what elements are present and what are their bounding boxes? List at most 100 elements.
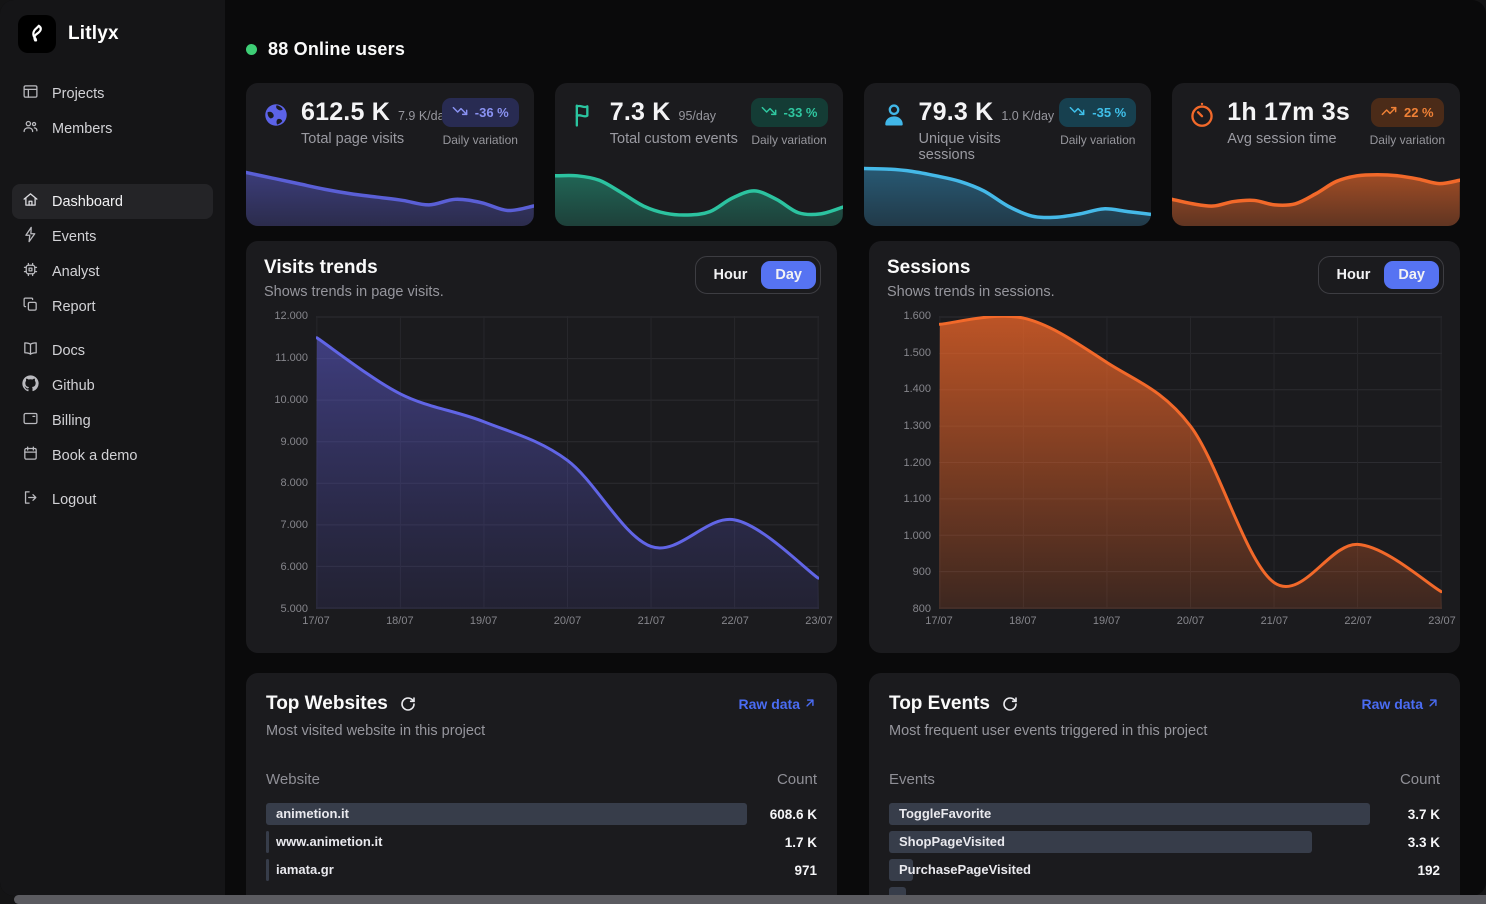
arrow-up-right-icon: [1426, 696, 1440, 713]
nav-group-bottom: Logout: [12, 482, 213, 517]
brand-name: Litlyx: [68, 23, 119, 45]
y-axis-labels: 1.6001.5001.4001.3001.2001.1001.00090080…: [887, 316, 931, 609]
sidebar-item-label: Logout: [52, 492, 96, 508]
stat-cards-row: 612.5 K 7.9 K/day Total page visits -36 …: [246, 83, 1460, 226]
sidebar-item-github[interactable]: Github: [12, 368, 213, 403]
stat-label: Unique visits sessions: [919, 131, 1054, 163]
sidebar-item-billing[interactable]: Billing: [12, 403, 213, 438]
app-window: Litlyx Projects Members Dashboard Events: [0, 0, 1486, 896]
sidebar-item-events[interactable]: Events: [12, 219, 213, 254]
daily-variation-badge: 22 %: [1371, 98, 1444, 127]
sidebar-item-report[interactable]: Report: [12, 289, 213, 324]
toggle-day-button[interactable]: Day: [1384, 261, 1439, 289]
book-icon: [22, 340, 39, 361]
trending-down-icon: [1069, 103, 1085, 122]
sparkline-chart: [1172, 160, 1460, 226]
column-header-count: Count: [1400, 771, 1440, 791]
column-header-count: Count: [777, 771, 817, 791]
sidebar-item-docs[interactable]: Docs: [12, 333, 213, 368]
sidebar-item-dashboard[interactable]: Dashboard: [12, 184, 213, 219]
calendar-icon: [22, 445, 39, 466]
daily-variation-caption: Daily variation: [1370, 133, 1445, 147]
online-status-dot: [246, 44, 257, 55]
sidebar-item-logout[interactable]: Logout: [12, 482, 213, 517]
table-row: ToggleFavorite 3.7 K: [889, 803, 1440, 825]
toggle-hour-button[interactable]: Hour: [1323, 261, 1385, 289]
daily-variation-badge: -33 %: [751, 98, 828, 127]
sparkline-chart: [246, 160, 534, 226]
timer-icon: [1188, 101, 1216, 134]
person-icon: [880, 101, 908, 134]
nav-group-main: Dashboard Events Analyst Report: [12, 184, 213, 324]
table-row: ShopPageVisited 3.3 K: [889, 831, 1440, 853]
row-count: 1.7 K: [747, 835, 817, 850]
lightning-icon: [22, 226, 39, 247]
nav-group-top: Projects Members: [12, 76, 213, 146]
main-content: 88 Online users 612.5 K 7.9 K/day Total …: [225, 0, 1486, 896]
sidebar-item-book-a-demo[interactable]: Book a demo: [12, 438, 213, 473]
table-title: Top Events: [889, 693, 990, 715]
nav-group-links: Docs Github Billing Book a demo: [12, 333, 213, 473]
sidebar-item-label: Github: [52, 378, 95, 394]
stat-label: Total custom events: [610, 131, 745, 147]
toggle-day-button[interactable]: Day: [761, 261, 816, 289]
stat-value: 79.3 K: [919, 98, 994, 127]
raw-data-link[interactable]: Raw data: [1362, 696, 1440, 713]
home-icon: [22, 191, 39, 212]
top-events-card: Top Events Raw data Most frequent user e…: [869, 673, 1460, 896]
sidebar-item-projects[interactable]: Projects: [12, 76, 213, 111]
tables-row: Top Websites Raw data Most visited websi…: [246, 673, 1460, 896]
flag-icon: [571, 101, 599, 134]
refresh-icon[interactable]: [1002, 696, 1018, 712]
column-header-website: Website: [266, 771, 320, 791]
stat-label: Total page visits: [301, 131, 436, 147]
row-count: 3.7 K: [1370, 807, 1440, 822]
toggle-hour-button[interactable]: Hour: [700, 261, 762, 289]
sidebar-item-analyst[interactable]: Analyst: [12, 254, 213, 289]
online-users-header: 88 Online users: [246, 34, 1460, 64]
sparkline-chart: [864, 160, 1152, 226]
daily-variation-badge: -36 %: [442, 98, 519, 127]
stat-value: 612.5 K: [301, 98, 390, 127]
sidebar: Litlyx Projects Members Dashboard Events: [0, 0, 225, 896]
table-row: PurchasePageVisited 192: [889, 859, 1440, 881]
table-row: www.animetion.it 1.7 K: [266, 831, 817, 853]
globe-icon: [262, 101, 290, 134]
trending-up-icon: [1381, 103, 1397, 122]
visits-trends-chart: [316, 316, 819, 609]
github-icon: [22, 375, 39, 396]
table-row: animetion.it 608.6 K: [266, 803, 817, 825]
sidebar-item-label: Book a demo: [52, 448, 137, 464]
visits-trends-card: Visits trends Shows trends in page visit…: [246, 241, 837, 653]
trending-down-icon: [761, 103, 777, 122]
sidebar-item-label: Report: [52, 299, 96, 315]
daily-variation-caption: Daily variation: [442, 133, 519, 147]
sidebar-item-label: Projects: [52, 86, 104, 102]
arrow-up-right-icon: [803, 696, 817, 713]
table-title: Top Websites: [266, 693, 388, 715]
daily-variation-badge: -35 %: [1059, 98, 1136, 127]
stat-card-total-page-visits: 612.5 K 7.9 K/day Total page visits -36 …: [246, 83, 534, 226]
credit-card-icon: [22, 410, 39, 431]
horizontal-scrollbar[interactable]: [14, 895, 1486, 904]
column-header-events: Events: [889, 771, 935, 791]
sidebar-item-label: Billing: [52, 413, 91, 429]
projects-icon: [22, 83, 39, 104]
stat-value: 7.3 K: [610, 98, 671, 127]
sidebar-item-label: Members: [52, 121, 112, 137]
refresh-icon[interactable]: [400, 696, 416, 712]
sidebar-item-label: Docs: [52, 343, 85, 359]
charts-row: Visits trends Shows trends in page visit…: [246, 241, 1460, 653]
stat-card-total-custom-events: 7.3 K 95/day Total custom events -33 % D…: [555, 83, 843, 226]
y-axis-labels: 12.00011.00010.0009.0008.0007.0006.0005.…: [264, 316, 308, 609]
daily-variation-caption: Daily variation: [751, 133, 828, 147]
sidebar-item-label: Events: [52, 229, 96, 245]
top-websites-card: Top Websites Raw data Most visited websi…: [246, 673, 837, 896]
stat-rate: 1.0 K/day: [1001, 109, 1054, 123]
raw-data-link[interactable]: Raw data: [739, 696, 817, 713]
row-count: 971: [747, 863, 817, 878]
trending-down-icon: [452, 103, 468, 122]
daily-variation-caption: Daily variation: [1059, 133, 1136, 147]
sidebar-item-members[interactable]: Members: [12, 111, 213, 146]
stat-card-avg-session-time: 1h 17m 3s Avg session time 22 % Daily va…: [1172, 83, 1460, 226]
